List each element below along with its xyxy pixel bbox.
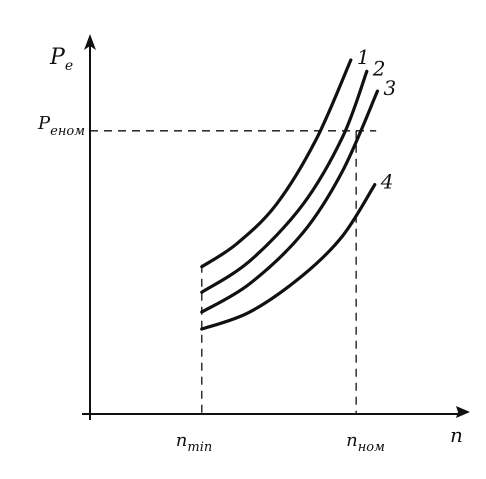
series-line-1: [200, 58, 353, 269]
series-label-2: 2: [372, 56, 386, 80]
y-axis-arrow-icon: [84, 34, 96, 50]
series-label-4: 4: [380, 170, 394, 194]
series-label-1: 1: [357, 45, 370, 69]
pe-nom-tick-label: Peном: [37, 113, 85, 139]
n-min-tick-label: nmin: [176, 430, 212, 455]
series-line-3: [200, 89, 380, 314]
series-label-3: 3: [383, 76, 396, 100]
series-line-4: [200, 183, 377, 331]
x-axis-label: n: [450, 423, 463, 447]
y-axis-label: Pe: [49, 45, 73, 74]
x-axis-arrow-icon: [456, 406, 470, 418]
series-line-2: [200, 69, 369, 294]
n-nom-tick-label: nном: [346, 430, 385, 455]
series-layer: 1 23 4: [200, 45, 396, 331]
